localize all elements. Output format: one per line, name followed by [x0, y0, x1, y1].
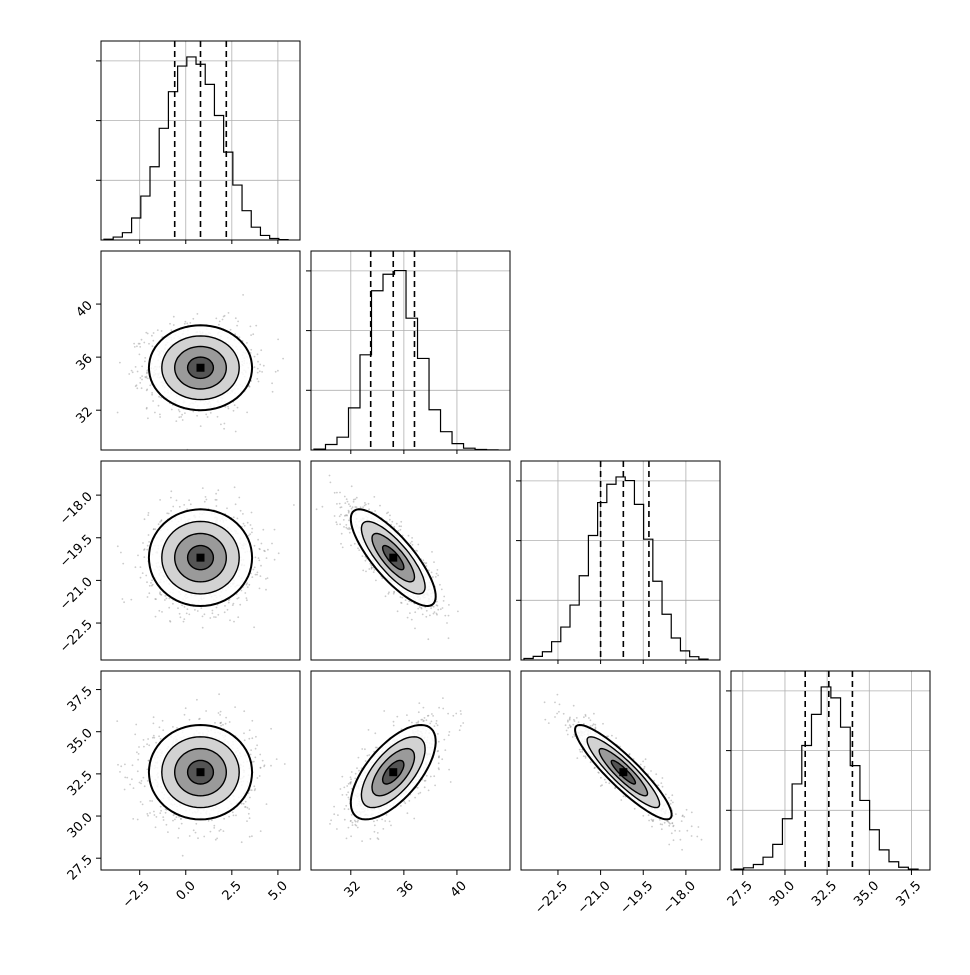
density-peak-5 [619, 768, 627, 776]
scatter-panel-0-2 [101, 461, 300, 660]
xtick-label-0-2: 2.5 [220, 878, 245, 903]
density-peak-0 [197, 364, 205, 372]
scatter-panel-1-2 [311, 461, 510, 660]
hist-step-1 [314, 271, 498, 450]
xtick-label-0-3: 5.0 [266, 878, 291, 903]
xtick-label-1-2: 40 [448, 878, 470, 900]
density-peak-1 [197, 554, 205, 562]
ytick-label-1-0: 32 [74, 404, 96, 426]
hist-step-3 [734, 687, 918, 870]
xtick-label-3-1: 30.0 [767, 878, 798, 909]
ytick-label-2-2: −19.5 [57, 532, 96, 571]
xtick-label-3-0: 27.5 [725, 878, 756, 909]
density-peak-4 [389, 768, 397, 776]
ytick-label-2-1: −21.0 [57, 575, 96, 614]
ytick-label-1-1: 36 [74, 351, 96, 373]
xtick-label-2-2: −19.5 [618, 878, 657, 917]
xtick-label-1-0: 32 [342, 878, 364, 900]
hist-panel-0 [96, 41, 300, 240]
hist-step-0 [104, 57, 288, 240]
xtick-label-2-0: −22.5 [532, 878, 571, 917]
scatter-panel-2-3 [521, 671, 720, 870]
hist-panel-1 [306, 251, 510, 450]
ytick-label-3-3: 35.0 [65, 726, 96, 757]
xtick-label-0-1: 0.0 [174, 878, 199, 903]
hist-step-2 [524, 477, 708, 660]
hist-frame-2 [521, 461, 720, 660]
ytick-label-3-2: 32.5 [65, 768, 96, 799]
xtick-label-3-3: 35.0 [851, 878, 882, 909]
ytick-label-2-3: −18.0 [57, 489, 96, 528]
hist-frame-0 [101, 41, 300, 240]
ytick-label-2-0: −22.5 [57, 617, 96, 656]
hist-frame-3 [731, 671, 930, 870]
scatter-panel-0-1 [95, 251, 300, 458]
density-peak-2 [389, 554, 397, 562]
scatter-panel-0-3 [101, 671, 300, 870]
xtick-label-2-3: −18.0 [660, 878, 699, 917]
xtick-label-3-4: 37.5 [893, 878, 924, 909]
ytick-label-1-2: 40 [74, 298, 96, 320]
density-peak-3 [197, 768, 205, 776]
ytick-label-3-4: 37.5 [65, 684, 96, 715]
hist-panel-2 [516, 461, 720, 660]
xtick-label-0-0: −2.5 [120, 878, 153, 911]
ytick-label-3-0: 27.5 [65, 852, 96, 883]
xtick-label-1-1: 36 [395, 878, 417, 900]
ytick-label-3-1: 30.0 [65, 810, 96, 841]
hist-panel-3 [726, 671, 930, 870]
scatter-panel-1-3 [311, 671, 510, 870]
xtick-label-3-2: 32.5 [809, 878, 840, 909]
hist-frame-1 [311, 251, 510, 450]
xtick-label-2-1: −21.0 [575, 878, 614, 917]
